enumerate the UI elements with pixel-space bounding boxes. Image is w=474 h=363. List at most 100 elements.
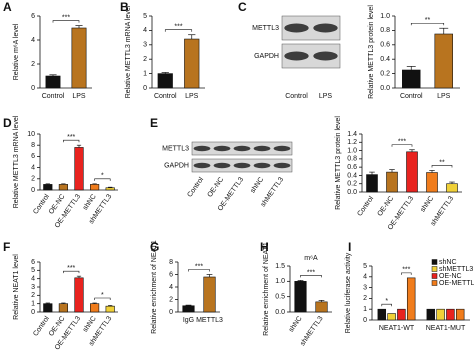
- y-tick-label: 4: [143, 27, 147, 34]
- significance-bracket: [431, 165, 453, 168]
- y-tick-label: 1.0: [380, 13, 390, 20]
- bar: [182, 305, 195, 313]
- bar: [377, 308, 387, 321]
- blot-band: [193, 145, 211, 152]
- y-tick-label: 0.8: [380, 27, 390, 34]
- bar: [455, 308, 465, 321]
- significance-label: ***: [307, 269, 315, 276]
- significance-bracket: [381, 303, 392, 307]
- y-tick-label: 1: [143, 70, 147, 77]
- significance-bracket: [63, 139, 80, 143]
- x-tick-label: Control: [42, 93, 65, 100]
- bar: [426, 172, 438, 193]
- significance-bracket: [52, 20, 80, 23]
- panel-title: m⁶A: [304, 255, 318, 262]
- significance-label: ***: [67, 265, 75, 272]
- panel: G 0 2 4 6 8 Relative enrichment of NEAT1 IgG MET…: [150, 240, 223, 334]
- bar: [105, 305, 115, 313]
- blot-band-label: METTL3: [252, 25, 279, 32]
- y-tick-label: 6: [31, 259, 35, 266]
- bar: [203, 276, 216, 313]
- y-tick-label: 5: [31, 267, 35, 274]
- significance-label: *: [101, 292, 104, 299]
- x-tick-label: OE-NC: [376, 195, 395, 217]
- bar: [43, 303, 53, 313]
- blot-band: [253, 162, 271, 169]
- significance-bracket: [300, 275, 322, 278]
- blot-band: [273, 162, 291, 169]
- significance-bracket: [94, 297, 111, 300]
- panel-letter: G: [150, 240, 159, 254]
- significance-label: ***: [67, 134, 75, 141]
- bar: [71, 27, 87, 89]
- bar: [90, 184, 100, 191]
- bar: [294, 281, 307, 313]
- blot-band: [313, 51, 338, 61]
- y-tick-label: 0.4: [347, 172, 357, 179]
- panel-letter: A: [3, 0, 12, 14]
- y-tick-label: 4: [31, 276, 35, 283]
- x-tick-label: shNC: [419, 195, 435, 213]
- x-tick-label: shNC: [82, 193, 98, 211]
- y-tick-label: 8: [169, 259, 173, 266]
- significance-bracket: [63, 270, 80, 274]
- y-tick-label: 0.5: [275, 294, 285, 301]
- bar: [436, 308, 445, 321]
- y-tick-label: 1.5: [275, 263, 285, 270]
- y-tick-label: 4: [31, 164, 35, 171]
- blot-lane-label: OE-NC: [206, 176, 225, 198]
- significance-bracket: [401, 272, 412, 275]
- y-tick-label: 2: [143, 56, 147, 63]
- significance-label: **: [425, 17, 431, 24]
- y-axis-label: Relative luciferase activity: [345, 252, 352, 333]
- bar: [426, 308, 436, 321]
- y-tick-label: 1.0: [275, 278, 285, 285]
- blot-band-label: GAPDH: [164, 162, 189, 169]
- panel-letter: D: [3, 116, 12, 130]
- blot-lane-label: LPS: [319, 93, 333, 100]
- y-tick-label: 0.0: [380, 85, 390, 92]
- y-tick-label: 0.0: [347, 189, 357, 196]
- y-tick-label: 0: [31, 85, 35, 92]
- y-tick-label: 1.0: [347, 147, 357, 154]
- bar: [74, 277, 84, 313]
- blot-lane-label: Control: [186, 176, 205, 199]
- blot-band: [273, 145, 291, 152]
- y-tick-label: 1.4: [347, 131, 357, 138]
- significance-bracket: [94, 178, 111, 181]
- bar: [315, 301, 328, 313]
- x-tick-label: Control: [400, 93, 423, 100]
- y-tick-label: 3: [143, 42, 147, 49]
- legend-label: shNC: [439, 259, 457, 266]
- x-tick-label: LPS: [437, 93, 451, 100]
- panel-letter: B: [120, 0, 129, 14]
- y-tick-label: 0.2: [347, 181, 357, 188]
- panel-letter: H: [260, 240, 269, 254]
- x-tick-label: METTL3: [196, 317, 223, 324]
- blot-band: [313, 23, 338, 33]
- bar: [90, 303, 100, 313]
- significance-bracket: [164, 29, 193, 32]
- y-tick-label: 0: [143, 85, 147, 92]
- bar: [402, 69, 421, 89]
- significance-label: ***: [398, 139, 406, 146]
- y-tick-label: 1.2: [347, 139, 357, 146]
- y-tick-label: 4: [31, 37, 35, 44]
- panel: C 0.0 0.2 0.4 0.6 0.8 1.0 Relative METTL3 prote…: [238, 0, 460, 100]
- panel: E 0.00.2 0.40.60.8 1.01.21.4 Relative METTL3…: [150, 116, 462, 231]
- y-tick-label: 8: [31, 142, 35, 149]
- significance-label: **: [439, 159, 445, 166]
- blot-band-label: GAPDH: [254, 53, 279, 60]
- y-tick-label: 2: [363, 295, 367, 302]
- blot-band: [193, 162, 211, 169]
- y-tick-label: 2: [31, 61, 35, 68]
- bar: [58, 303, 68, 313]
- y-tick-label: 0: [31, 187, 35, 194]
- panel-letter: I: [348, 240, 351, 254]
- y-tick-label: 3: [363, 284, 367, 291]
- bar: [58, 184, 68, 191]
- blot-band: [253, 145, 271, 152]
